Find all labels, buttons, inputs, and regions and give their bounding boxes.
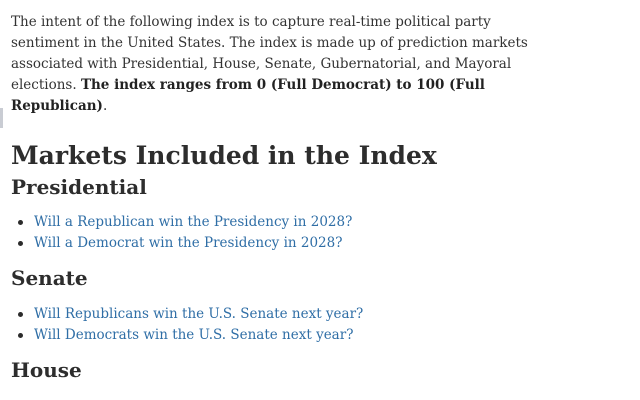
bullet-icon: [18, 220, 23, 225]
intro-bold-range: The index ranges from 0 (Full Democrat) …: [11, 77, 485, 114]
intro-block: The intent of the following index is to …: [11, 12, 531, 117]
house-heading: House: [11, 358, 82, 382]
edge-scroll-indicator: [0, 108, 3, 128]
market-link-democrat-presidency-2028[interactable]: Will a Democrat win the Presidency in 20…: [34, 234, 343, 251]
list-item: Will a Republican win the Presidency in …: [14, 212, 352, 233]
presidential-heading: Presidential: [11, 175, 147, 199]
intro-end: .: [102, 98, 108, 114]
list-item: Will Democrats win the U.S. Senate next …: [14, 325, 363, 346]
presidential-market-list: Will a Republican win the Presidency in …: [14, 212, 352, 253]
bullet-icon: [18, 332, 23, 338]
market-link-democrats-senate[interactable]: Will Democrats win the U.S. Senate next …: [34, 326, 354, 343]
market-link-republicans-senate[interactable]: Will Republicans win the U.S. Senate nex…: [34, 306, 364, 322]
list-item: Will a Democrat win the Presidency in 20…: [14, 233, 352, 254]
bullet-icon: [18, 312, 23, 317]
intro-text: The intent of the following index is to …: [11, 14, 528, 93]
intro-paragraph: The intent of the following index is to …: [11, 12, 531, 117]
market-link-republican-presidency-2028[interactable]: Will a Republican win the Presidency in …: [34, 214, 353, 230]
list-item: Will Republicans win the U.S. Senate nex…: [14, 304, 363, 325]
senate-heading: Senate: [11, 266, 88, 290]
markets-section-title: Markets Included in the Index: [11, 141, 437, 170]
senate-market-list: Will Republicans win the U.S. Senate nex…: [14, 304, 363, 345]
bullet-icon: [18, 240, 23, 246]
